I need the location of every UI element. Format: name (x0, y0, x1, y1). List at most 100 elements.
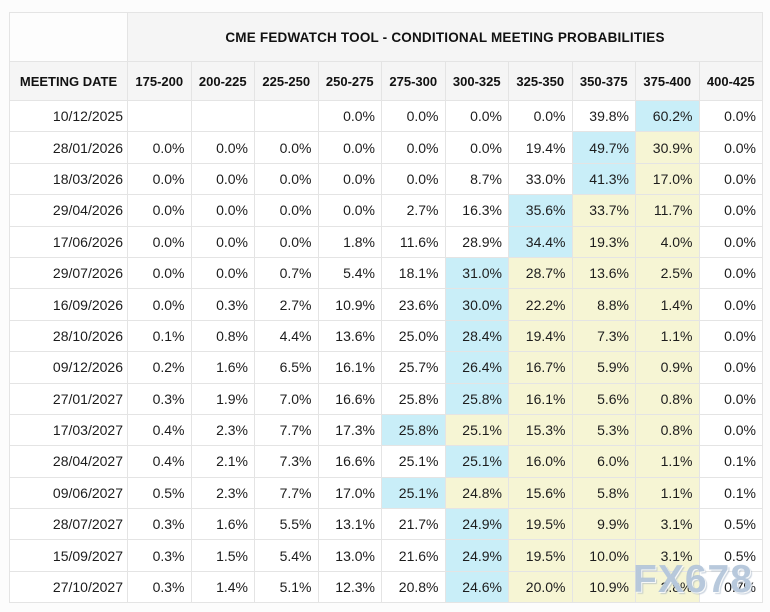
probability-cell: 19.4% (508, 131, 573, 164)
meeting-date-cell: 28/10/2026 (9, 319, 128, 353)
probability-cell: 0.0% (127, 194, 192, 227)
probability-cell: 19.4% (508, 319, 573, 353)
probability-cell: 25.8% (444, 382, 509, 415)
probability-cell: 28.7% (508, 256, 573, 290)
probability-cell: 49.7% (571, 131, 636, 164)
probability-cell: 1.1% (635, 476, 700, 510)
probability-cell: 0.5% (127, 476, 192, 510)
meeting-date-cell: 17/06/2026 (9, 225, 128, 258)
table-row: 28/07/2027 0.3% 1.6% 5.5% 13.1% 21.7% 24.9% 19.… (9, 508, 764, 541)
probability-cell: 30.0% (444, 288, 509, 321)
probability-cell: 0.4% (127, 445, 192, 478)
probability-cell: 5.9% (571, 351, 636, 384)
table-row: 29/04/2026 0.0% 0.0% 0.0% 0.0% 2.7% 16.3% 35.6%… (9, 194, 764, 227)
meeting-date-header: MEETING DATE (9, 61, 128, 101)
probability-cell: 0.0% (190, 162, 255, 196)
probability-cell: 18.1% (381, 256, 446, 290)
rate-bin-header: 375-400 (635, 61, 700, 101)
probability-cell: 13.1% (317, 508, 382, 541)
probability-cell: 0.3% (127, 508, 192, 541)
rate-bin-header: 225-250 (254, 61, 319, 101)
probability-cell: 0.1% (698, 445, 764, 478)
probability-cell: 17.3% (317, 413, 382, 447)
probability-cell: 25.0% (381, 319, 446, 353)
probability-cell: 7.7% (254, 476, 319, 510)
table-row: 10/12/2025 0.0% 0.0% 0.0% 0.0% 39.8% 60.2% 0.0% (9, 99, 764, 133)
probability-cell: 6.5% (254, 351, 319, 384)
probability-cell: 5.1% (254, 570, 319, 604)
probability-cell: 2.5% (635, 256, 700, 290)
rate-bin-header: 325-350 (508, 61, 573, 101)
probability-cell: 0.0% (444, 131, 509, 164)
probability-cell: 7.3% (254, 445, 319, 478)
probability-cell: 0.0% (254, 225, 319, 258)
probability-cell: 25.8% (381, 413, 446, 447)
probability-cell: 16.3% (444, 194, 509, 227)
table-row: 18/03/2026 0.0% 0.0% 0.0% 0.0% 0.0% 8.7% 33.0% 4… (9, 162, 764, 196)
probability-cell: 0.5% (698, 508, 764, 541)
table-row: 29/07/2026 0.0% 0.0% 0.7% 5.4% 18.1% 31.0% 28.7… (9, 256, 764, 290)
probability-cell: 15.3% (508, 413, 573, 447)
table-title: CME FEDWATCH TOOL - CONDITIONAL MEETING … (126, 12, 764, 62)
probability-cell: 0.0% (190, 225, 255, 258)
probability-cell: 34.4% (508, 225, 573, 258)
rate-bin-header: 250-275 (317, 61, 382, 101)
probability-cell: 1.4% (635, 288, 700, 321)
probability-cell: 3.8% (635, 570, 700, 604)
probability-cell: 1.4% (190, 570, 255, 604)
probability-cell: 4.0% (635, 225, 700, 258)
probability-cell: 1.9% (190, 382, 255, 415)
meeting-date-cell: 10/12/2025 (9, 99, 128, 133)
probability-cell: 5.3% (571, 413, 636, 447)
table-row: 17/03/2027 0.4% 2.3% 7.7% 17.3% 25.8% 25.1% 15.… (9, 413, 764, 447)
probability-cell: 28.4% (444, 319, 509, 353)
rate-bin-header: 275-300 (381, 61, 446, 101)
probability-cell: 1.6% (190, 351, 255, 384)
probability-cell: 26.4% (444, 351, 509, 384)
conditional-probabilities-table: CME FEDWATCH TOOL - CONDITIONAL MEETING … (9, 12, 764, 604)
probability-cell: 0.5% (698, 539, 764, 572)
probability-cell: 2.3% (190, 413, 255, 447)
probability-cell: 0.0% (698, 162, 764, 196)
meeting-date-cell: 18/03/2026 (9, 162, 128, 196)
probability-cell: 0.9% (635, 351, 700, 384)
probability-cell: 0.0% (381, 99, 446, 133)
probability-cell: 25.1% (444, 413, 509, 447)
probability-cell: 23.6% (381, 288, 446, 321)
probability-cell: 16.1% (317, 351, 382, 384)
probability-cell: 13.6% (317, 319, 382, 353)
probability-cell: 24.9% (444, 508, 509, 541)
table-row: 17/06/2026 0.0% 0.0% 0.0% 1.8% 11.6% 28.9% 34.4… (9, 225, 764, 258)
probability-cell: 16.7% (508, 351, 573, 384)
probability-cell: 2.7% (254, 288, 319, 321)
probability-cell: 1.1% (635, 445, 700, 478)
probability-cell: 35.6% (508, 194, 573, 227)
rate-bin-header: 175-200 (127, 61, 192, 101)
probability-cell: 0.0% (381, 162, 446, 196)
meeting-date-cell: 16/09/2026 (9, 288, 128, 321)
probability-cell: 25.1% (381, 445, 446, 478)
probability-cell: 0.0% (698, 413, 764, 447)
probability-cell: 19.5% (508, 508, 573, 541)
probability-cell: 21.7% (381, 508, 446, 541)
probability-cell: 24.8% (444, 476, 509, 510)
rate-bin-header: 400-425 (698, 61, 764, 101)
probability-cell: 0.0% (317, 131, 382, 164)
probability-cell: 5.4% (254, 539, 319, 572)
probability-cell: 33.0% (508, 162, 573, 196)
rate-bin-header: 350-375 (571, 61, 636, 101)
probability-cell: 12.3% (317, 570, 382, 604)
probability-cell: 0.0% (317, 99, 382, 133)
probability-cell: 0.3% (127, 539, 192, 572)
probability-cell: 0.0% (698, 288, 764, 321)
probability-cell: 0.0% (254, 162, 319, 196)
probability-cell: 6.0% (571, 445, 636, 478)
probability-cell: 4.4% (254, 319, 319, 353)
meeting-date-cell: 09/12/2026 (9, 351, 128, 384)
probability-cell: 0.3% (127, 570, 192, 604)
probability-cell: 11.6% (381, 225, 446, 258)
probability-cell: 0.2% (127, 351, 192, 384)
probability-cell: 60.2% (635, 99, 700, 133)
probability-cell: 0.0% (381, 131, 446, 164)
probability-cell: 0.0% (698, 351, 764, 384)
